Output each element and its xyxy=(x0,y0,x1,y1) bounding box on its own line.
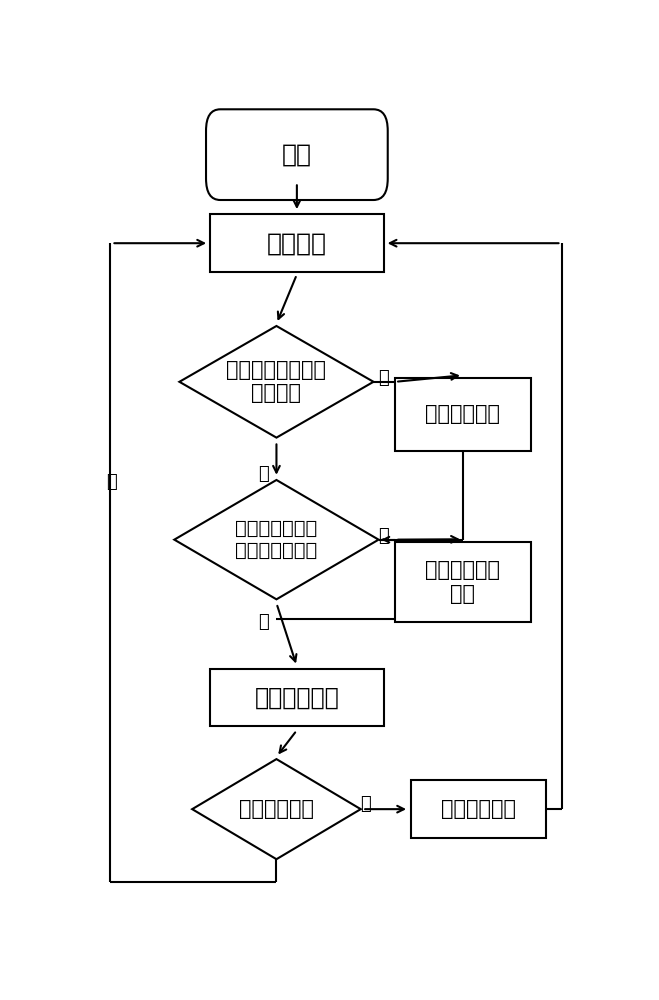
Bar xyxy=(395,542,530,622)
Bar xyxy=(411,780,546,838)
Polygon shape xyxy=(179,326,374,438)
Text: 二级协调优化
计算: 二级协调优化 计算 xyxy=(425,560,500,604)
Text: 是: 是 xyxy=(378,369,389,387)
Text: 判断是否进行三级
优化控制: 判断是否进行三级 优化控制 xyxy=(227,360,326,403)
Text: 否: 否 xyxy=(107,473,117,491)
Text: 数据采集: 数据采集 xyxy=(267,231,327,255)
Bar xyxy=(395,378,530,451)
Text: 是: 是 xyxy=(360,795,371,813)
Text: 是: 是 xyxy=(378,527,389,545)
Text: 三级优化计算: 三级优化计算 xyxy=(425,404,500,424)
Bar xyxy=(210,669,384,726)
Text: 否: 否 xyxy=(258,613,269,631)
Text: 判断是否进行协
调二级优化控制: 判断是否进行协 调二级优化控制 xyxy=(235,519,318,560)
Bar xyxy=(210,214,384,272)
Polygon shape xyxy=(174,480,379,599)
Text: 控制指令下发: 控制指令下发 xyxy=(441,799,516,819)
Text: 是否下发指令: 是否下发指令 xyxy=(239,799,314,819)
Polygon shape xyxy=(192,759,360,859)
Text: 生成控制策略: 生成控制策略 xyxy=(254,686,339,710)
Text: 否: 否 xyxy=(258,465,269,483)
Text: 开始: 开始 xyxy=(282,143,312,167)
FancyBboxPatch shape xyxy=(206,109,387,200)
